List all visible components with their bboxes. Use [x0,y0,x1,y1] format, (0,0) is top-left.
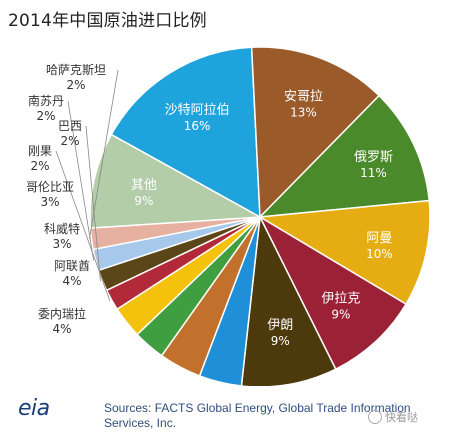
leader-line [89,69,119,240]
slice-label: 巴西 [58,119,82,133]
slice-percent: 4% [62,274,81,288]
leader-line [55,150,111,302]
slice-label: 南苏丹 [28,93,64,108]
slice-percent: 9% [271,334,290,348]
source-note: Sources: FACTS Global Energy, Global Tra… [104,401,411,430]
chart-title: 2014年中国原油进口比例 [8,11,207,31]
slice-percent: 9% [331,307,350,321]
slice-label: 阿曼 [366,231,392,246]
slice-percent: 2% [66,78,85,92]
watermark-icon [368,410,382,424]
watermark-text: 快看哒 [385,411,418,424]
pie-slice [240,214,337,386]
slice-label: 委内瑞拉 [38,306,86,321]
slice-label: 刚果 [28,144,52,158]
slice-percent: 10% [366,247,393,261]
pie-slice [89,133,263,229]
pie-slice [257,199,431,306]
slice-label: 科威特 [44,221,80,236]
slice-label: 安哥拉 [284,90,323,105]
eia-logo: eia [18,396,50,421]
slice-label: 哥伦比亚 [26,179,74,194]
slice-percent: 16% [184,119,211,133]
slice-percent: 3% [52,237,71,251]
leader-line [85,125,101,282]
slice-percent: 2% [30,159,49,173]
slice-percent: 9% [134,194,153,208]
pie-slice [250,46,381,219]
slice-percent: 3% [40,195,59,209]
slice-label: 阿联酋 [54,258,90,273]
watermark: 快看哒 [368,409,440,427]
slice-label: 沙特阿拉伯 [165,103,230,118]
slice-percent: 13% [290,106,317,120]
slice-label: 哈萨克斯坦 [46,63,106,77]
pie-slice [110,46,261,219]
slice-label: 伊朗 [267,318,293,333]
slice-percent: 11% [360,166,387,180]
pie-chart: 沙特阿拉伯16%安哥拉13%俄罗斯11%阿曼10%伊拉克9%伊朗9%委内瑞拉4%… [26,46,431,386]
leader-line [67,100,94,261]
pie-slice [258,215,408,371]
slice-label: 其他 [131,178,157,193]
chart-footer: eia Sources: FACTS Global Energy, Global… [0,386,451,437]
slice-percent: 4% [52,322,71,336]
slice-label: 俄罗斯 [354,150,393,165]
slice-percent: 2% [36,109,55,123]
pie-slice [258,94,431,218]
slice-percent: 2% [60,134,79,148]
slice-label: 伊拉克 [321,291,360,306]
